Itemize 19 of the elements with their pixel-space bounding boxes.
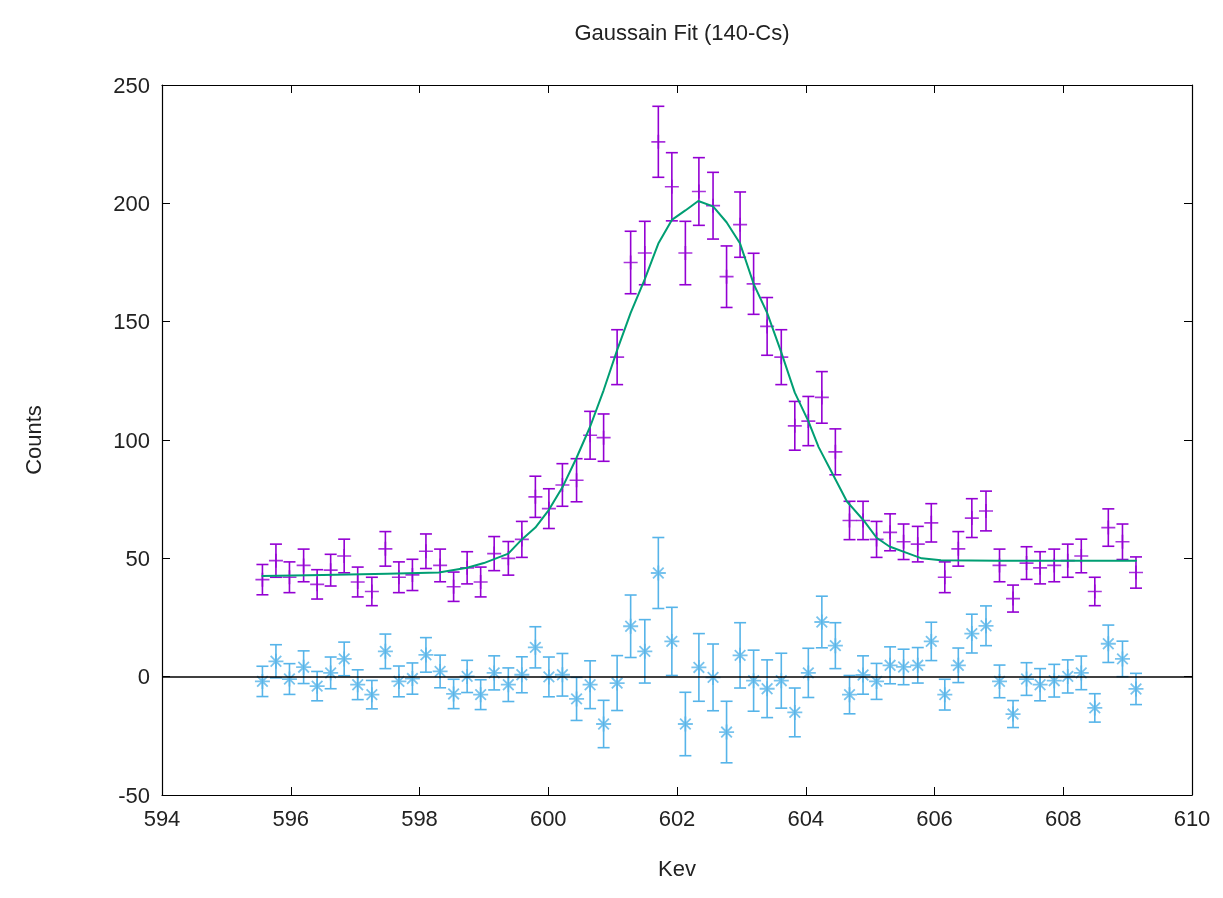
x-tick-label: 608 (1044, 805, 1082, 831)
x-tick-label: 606 (916, 805, 953, 831)
x-axis-title: Kev (658, 855, 696, 881)
x-tick-label: 604 (787, 805, 825, 831)
y-tick-label: 50 (125, 545, 150, 571)
y-tick-label: -50 (118, 782, 150, 808)
y-tick-label: 100 (113, 427, 150, 453)
y-axis-title: Counts (20, 405, 46, 475)
x-tick-label: 610 (1173, 805, 1211, 831)
y-tick-label: 200 (113, 190, 150, 216)
x-tick-label: 602 (658, 805, 696, 831)
y-tick-label: 250 (113, 72, 150, 98)
y-tick-label: 0 (137, 664, 150, 690)
x-tick-label: 598 (401, 805, 438, 831)
y-tick-label: 150 (113, 309, 150, 335)
x-tick-label: 594 (143, 805, 181, 831)
x-tick-label: 596 (272, 805, 310, 831)
chart-title: Gaussain Fit (140-Cs) (574, 19, 790, 45)
x-tick-label: 600 (529, 805, 567, 831)
